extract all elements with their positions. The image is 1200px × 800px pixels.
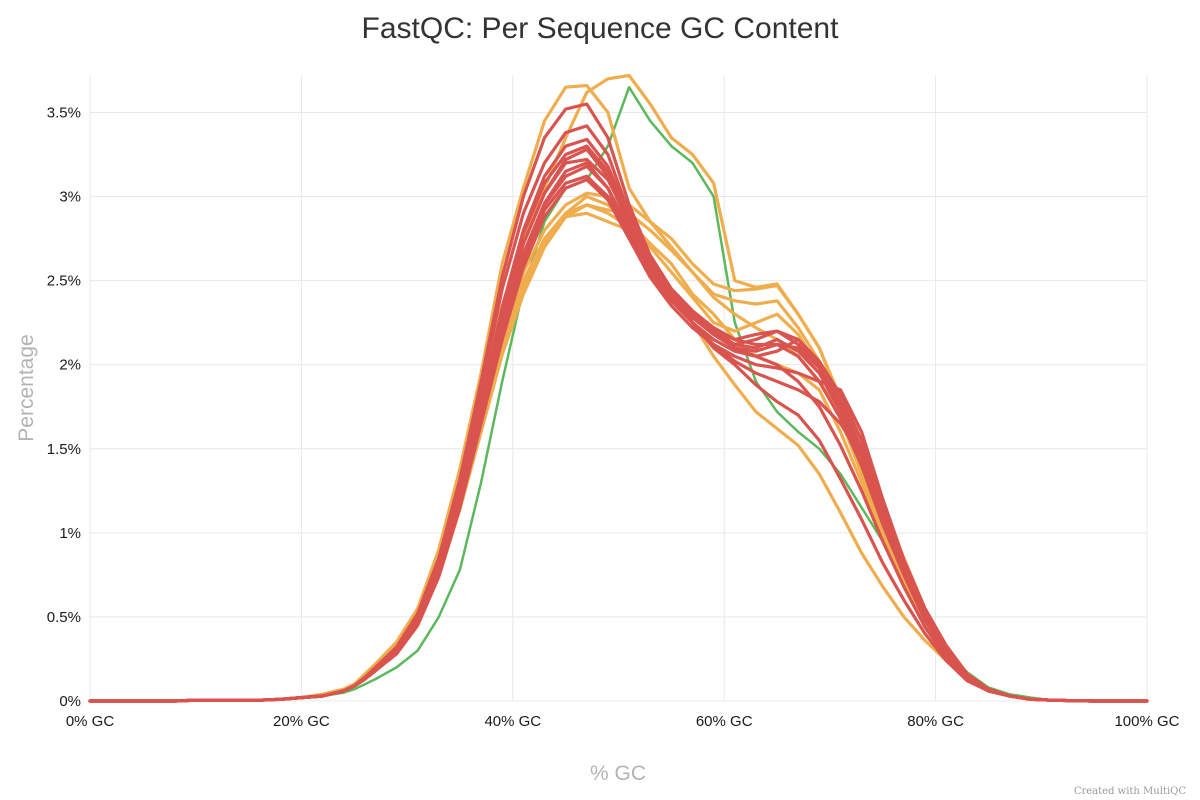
- y-tick-label: 3%: [59, 189, 81, 206]
- series-line-warn[interactable]: [88, 191, 1149, 703]
- series-line-warn[interactable]: [88, 83, 1149, 703]
- y-tick-label: 0.5%: [47, 609, 81, 626]
- x-tick-label: 80% GC: [907, 713, 964, 730]
- series-line-fail[interactable]: [88, 137, 1149, 703]
- y-tick-label: 2%: [59, 357, 81, 374]
- x-axis-ticks: 0% GC 20% GC 40% GC 60% GC 80% GC 100% GC: [66, 713, 1180, 730]
- credit-text[interactable]: Created with MultiQC: [1074, 786, 1187, 797]
- series-line-fail[interactable]: [88, 157, 1149, 703]
- series-line-fail[interactable]: [88, 174, 1149, 703]
- x-axis-title: % GC: [590, 762, 646, 785]
- x-tick-label: 0% GC: [66, 713, 115, 730]
- series-line-warn[interactable]: [88, 203, 1149, 703]
- y-tick-label: 0%: [59, 693, 81, 710]
- x-tick-label: 60% GC: [696, 713, 753, 730]
- x-tick-label: 20% GC: [273, 713, 330, 730]
- series-line-fail[interactable]: [88, 144, 1149, 703]
- series-line-fail[interactable]: [88, 161, 1149, 703]
- y-tick-label: 1.5%: [47, 441, 81, 458]
- series-line-warn[interactable]: [88, 203, 1149, 703]
- y-tick-label: 3.5%: [47, 104, 81, 121]
- series-line-fail[interactable]: [88, 147, 1149, 703]
- x-tick-label: 40% GC: [484, 713, 541, 730]
- y-axis-ticks: 0% 0.5% 1% 1.5% 2% 2.5% 3% 3.5%: [47, 104, 81, 710]
- chart-title: FastQC: Per Sequence GC Content: [362, 12, 840, 45]
- series-line-fail[interactable]: [88, 178, 1149, 703]
- series-lines[interactable]: [88, 73, 1149, 703]
- y-tick-label: 1%: [59, 525, 81, 542]
- grid-lines: [89, 75, 1148, 702]
- y-axis-title: Percentage: [15, 334, 38, 441]
- series-line-warn[interactable]: [88, 211, 1149, 703]
- x-tick-label: 100% GC: [1114, 713, 1179, 730]
- series-line-fail[interactable]: [88, 164, 1149, 703]
- y-tick-label: 2.5%: [47, 273, 81, 290]
